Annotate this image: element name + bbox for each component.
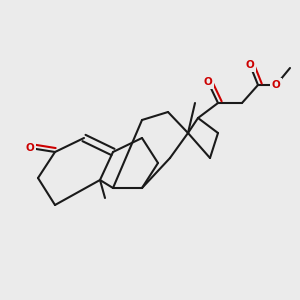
- Text: O: O: [246, 60, 254, 70]
- Text: O: O: [204, 77, 212, 87]
- Text: O: O: [26, 143, 34, 153]
- Text: O: O: [272, 80, 280, 90]
